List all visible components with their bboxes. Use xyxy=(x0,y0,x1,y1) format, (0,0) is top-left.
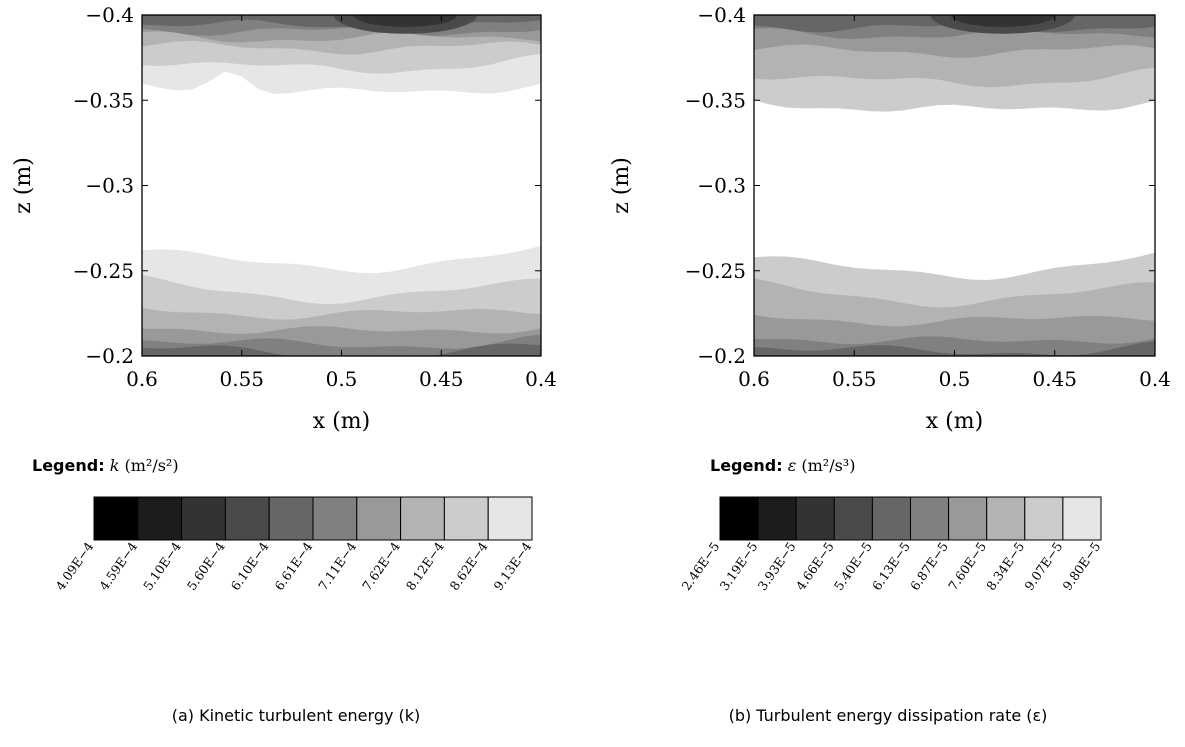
colorbar-tick-label: 7.60E−5 xyxy=(945,539,989,593)
colorbar-cell xyxy=(757,496,797,541)
colorbar-tick-label: 6.87E−5 xyxy=(907,539,951,593)
x-tick-label: 0.55 xyxy=(219,367,264,391)
x-tick-label: 0.55 xyxy=(832,367,877,391)
x-axis-label: x (m) xyxy=(313,409,370,434)
colorbar-tick-label: 8.34E−5 xyxy=(983,539,1027,593)
colorbar-cell xyxy=(181,496,226,541)
legend-title-label: Legend: xyxy=(32,456,105,475)
y-axis-label: z (m) xyxy=(11,157,36,214)
colorbar-cell xyxy=(833,496,873,541)
colorbar-cell xyxy=(986,496,1026,541)
colorbar-cell xyxy=(1062,496,1102,541)
legend-symbol: ε xyxy=(787,456,797,475)
colorbar-tick-label: 9.07E−5 xyxy=(1021,539,1065,593)
colorbar-tick-label: 4.09E−4 xyxy=(52,539,96,593)
x-tick-label: 0.4 xyxy=(525,367,557,391)
legend-symbol: k xyxy=(109,456,120,475)
legend-title-k: Legend: k (m²/s²) xyxy=(32,456,179,475)
colorbar-cell xyxy=(356,496,402,541)
x-tick-label: 0.5 xyxy=(939,367,971,391)
colorbar-tick-label: 8.12E−4 xyxy=(403,539,447,593)
y-tick-label: −0.4 xyxy=(697,3,746,27)
colorbar-cell xyxy=(443,496,489,541)
y-tick-label: −0.35 xyxy=(73,88,134,112)
x-tick-label: 0.6 xyxy=(738,367,770,391)
x-tick-label: 0.4 xyxy=(1139,367,1171,391)
contour-field xyxy=(142,15,541,356)
colorbar-cell xyxy=(795,496,835,541)
y-tick-label: −0.4 xyxy=(85,3,134,27)
panel-b: 0.6 0.55 0.5 0.45 0.4 −0.4 −0.35 −0.3 −0.25 −0.2 x… xyxy=(592,0,1184,747)
caption-b: (b) Turbulent energy dissipation rate (ε… xyxy=(728,706,1048,725)
colorbar-cell xyxy=(400,496,445,541)
contour-field xyxy=(754,15,1155,356)
colorbar-tick-label: 6.13E−5 xyxy=(869,539,913,593)
y-tick-label: −0.3 xyxy=(697,174,746,198)
colorbar-cell xyxy=(871,496,911,541)
colorbar-tick-label: 4.66E−5 xyxy=(793,539,837,593)
colorbar-cell xyxy=(137,496,183,541)
colorbar-tick-label: 7.11E−4 xyxy=(315,539,359,593)
colorbar-tick-label: 5.60E−4 xyxy=(184,539,228,593)
colorbar-cell xyxy=(268,496,314,541)
colorbar-tick-label: 6.61E−4 xyxy=(271,539,315,593)
y-tick-label: −0.2 xyxy=(85,344,134,368)
colorbar-tick-label: 6.10E−4 xyxy=(228,539,272,593)
x-tick-label: 0.6 xyxy=(126,367,158,391)
contour-plot-k: 0.6 0.55 0.5 0.45 0.4 −0.4 −0.35 −0.3 −0.25 −0.2 x… xyxy=(11,3,557,434)
colorbar-cell xyxy=(487,496,533,541)
colorbar-tick-label: 5.10E−4 xyxy=(140,539,184,593)
contour-plot-epsilon: 0.6 0.55 0.5 0.45 0.4 −0.4 −0.35 −0.3 −0.25 −0.2 x… xyxy=(609,3,1171,434)
colorbar-cell xyxy=(93,496,139,541)
x-tick-label: 0.45 xyxy=(419,367,464,391)
x-axis-label: x (m) xyxy=(926,409,983,434)
colorbar-tick-label: 9.13E−4 xyxy=(490,539,534,593)
colorbar-cell xyxy=(224,496,270,541)
legend-title-epsilon: Legend: ε (m²/s³) xyxy=(710,456,855,475)
panel-a: 0.6 0.55 0.5 0.45 0.4 −0.4 −0.35 −0.3 −0.25 −0.2 x… xyxy=(0,0,592,747)
colorbar-cell xyxy=(910,496,950,541)
y-tick-label: −0.3 xyxy=(85,174,134,198)
colorbar-tick-label: 4.59E−4 xyxy=(96,539,140,593)
colorbar-cell xyxy=(1024,496,1064,541)
colorbar-tick-label: 2.46E−5 xyxy=(678,539,722,593)
y-tick-label: −0.25 xyxy=(685,259,746,283)
y-tick-label: −0.35 xyxy=(685,88,746,112)
legend-unit: (m²/s³) xyxy=(801,456,856,475)
y-tick-label: −0.25 xyxy=(73,259,134,283)
legend-title-label: Legend: xyxy=(710,456,783,475)
y-axis-label: z (m) xyxy=(609,157,634,214)
y-tick-label: −0.2 xyxy=(697,344,746,368)
colorbar-tick-label: 3.19E−5 xyxy=(716,539,760,593)
caption-a: (a) Kinetic turbulent energy (k) xyxy=(171,706,421,725)
colorbar-tick-label: 5.40E−5 xyxy=(831,539,875,593)
colorbar-cell xyxy=(948,496,988,541)
colorbar-cell xyxy=(312,496,358,541)
colorbar-tick-label: 3.93E−5 xyxy=(755,539,799,593)
x-tick-label: 0.45 xyxy=(1032,367,1077,391)
colorbar-tick-label: 9.80E−5 xyxy=(1059,539,1103,593)
colorbar-tick-label: 8.62E−4 xyxy=(447,539,491,593)
colorbar-tick-label: 7.62E−4 xyxy=(359,539,403,593)
colorbar-cell xyxy=(719,496,759,541)
x-tick-label: 0.5 xyxy=(326,367,358,391)
legend-unit: (m²/s²) xyxy=(124,456,179,475)
